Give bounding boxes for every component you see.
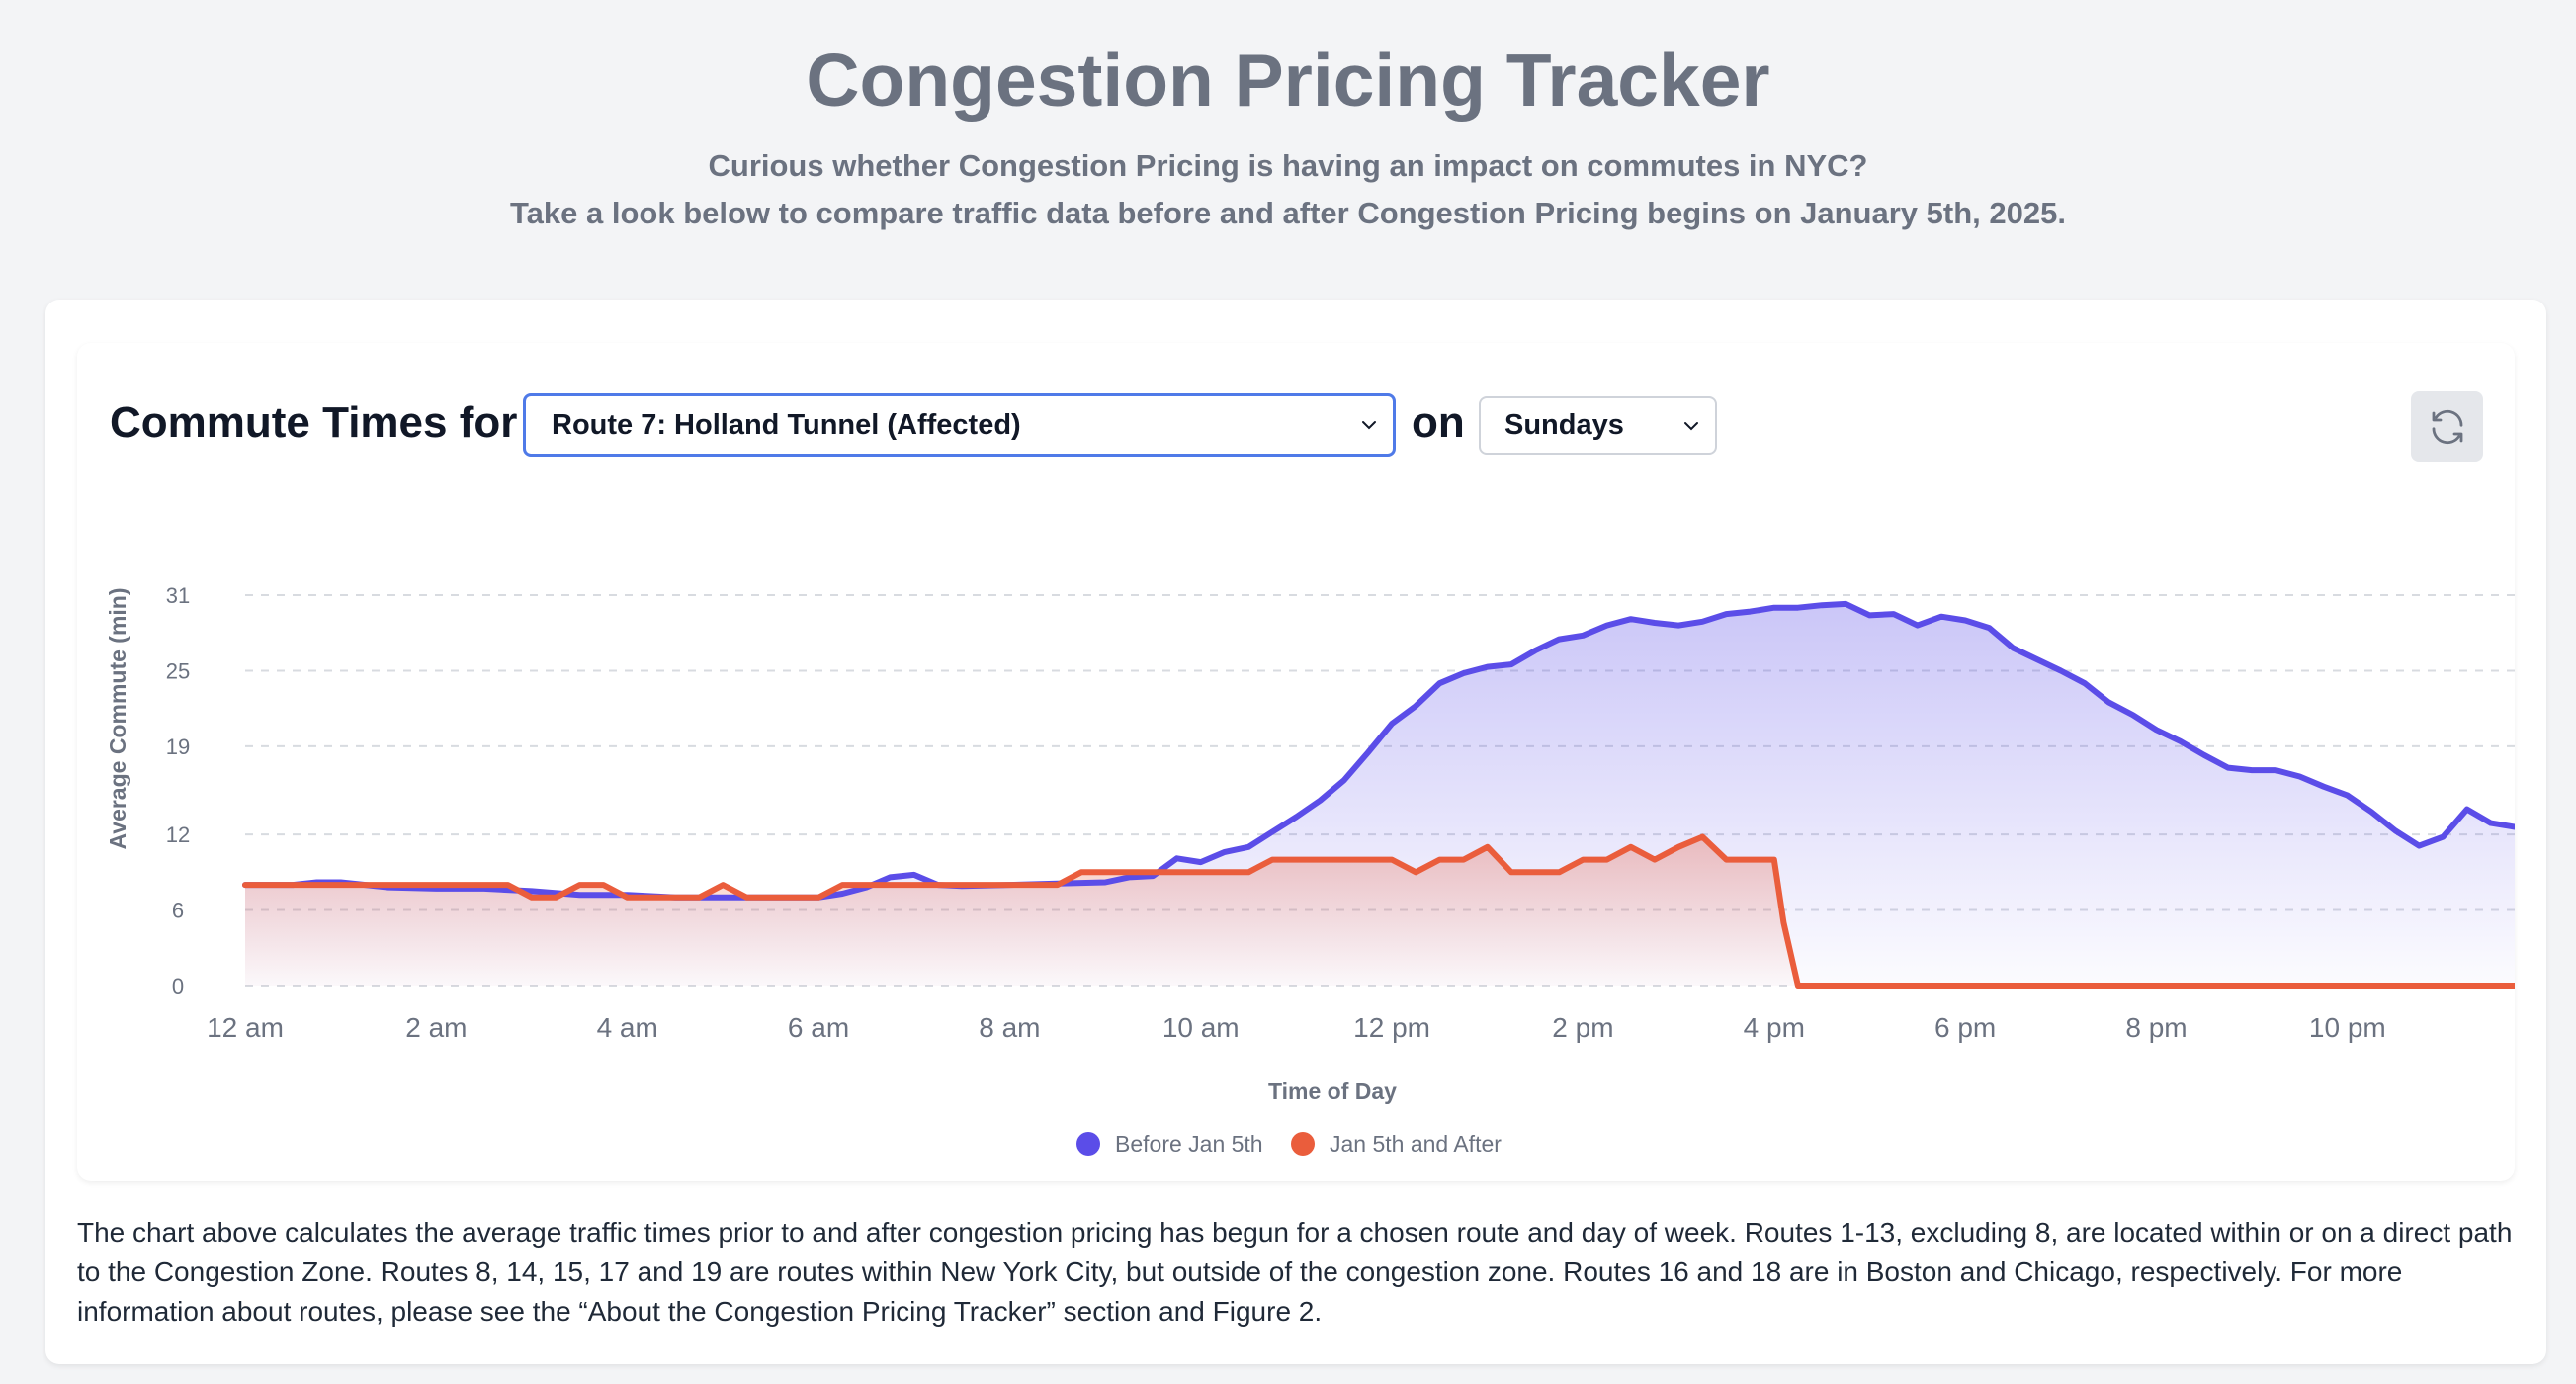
series-line-1 [242,600,2515,901]
page-subtitle-line-1: Curious whether Congestion Pricing is ha… [708,148,1868,183]
refresh-icon [2432,409,2462,444]
legend-marker [1076,1132,1100,1156]
y-tick-label: 0 [172,974,184,998]
x-tick-label: 10 am [1162,1012,1240,1043]
x-tick-label: 4 am [597,1012,658,1043]
x-tick-label: 12 am [207,1012,284,1043]
route-select[interactable]: Route 7: Holland Tunnel (Affected) [523,393,1396,457]
x-tick-label: 8 pm [2125,1012,2187,1043]
x-tick-label: 2 am [405,1012,467,1043]
y-tick-label: 19 [166,735,190,759]
page-title: Congestion Pricing Tracker [806,39,1770,122]
x-tick-label: 8 am [979,1012,1040,1043]
x-tick-label: 12 pm [1353,1012,1430,1043]
x-tick-label: 6 pm [1934,1012,1996,1043]
x-tick-label: 4 pm [1744,1012,1805,1043]
x-tick-label: 2 pm [1552,1012,1613,1043]
y-tick-label: 25 [166,658,190,683]
series-line-2 [242,833,2515,989]
legend-marker [1291,1132,1315,1156]
chevron-down-icon [1684,421,1698,430]
x-tick-labels: 12 am 2 am 4 am 6 am 8 am 10 am 12 pm 2 pm 4 pm 6… [207,1012,2386,1043]
y-tick-label: 31 [166,583,190,608]
y-tick-label: 12 [166,822,190,847]
commute-times-label: Commute Times for [110,398,518,447]
x-tick-label: 6 am [788,1012,849,1043]
y-tick-label: 6 [172,899,184,923]
route-select-value: Route 7: Holland Tunnel (Affected) [552,408,1021,441]
chart-description: The chart above calculates the average t… [77,1217,2513,1327]
page-subtitle-line-2: Take a look below to compare traffic dat… [510,196,2066,230]
on-label: on [1412,398,1465,447]
day-select-value: Sundays [1504,409,1624,441]
y-axis-title: Average Commute (min) [105,588,130,850]
legend-label: Before Jan 5th [1115,1131,1263,1157]
chart-card: Commute Times for Route 7: Holland Tunne… [77,343,2515,1181]
day-select[interactable]: Sundays [1479,396,1717,455]
series-areas [245,603,2515,986]
series-lines [242,600,2515,989]
legend-label: Jan 5th and After [1330,1131,1502,1157]
chevron-down-icon [1362,421,1376,430]
x-tick-label: 10 pm [2309,1012,2386,1043]
refresh-button[interactable] [2411,391,2483,462]
series-area-2 [245,836,2515,986]
chart-legend: Before Jan 5th Jan 5th and After [1076,1131,1502,1157]
y-tick-labels: 0 6 12 19 25 31 [166,583,190,998]
x-axis-title: Time of Day [1268,1079,1397,1104]
series-area-1 [245,603,2515,986]
main-card: Commute Times for Route 7: Holland Tunne… [45,300,2546,1364]
